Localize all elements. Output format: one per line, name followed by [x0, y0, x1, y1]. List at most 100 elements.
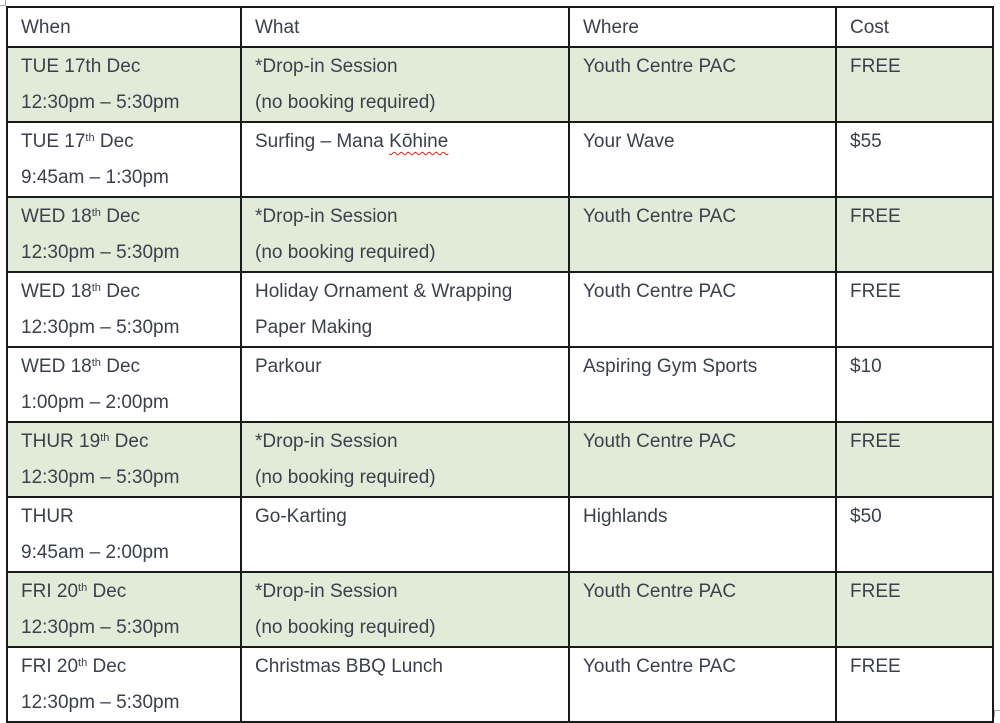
- cost-cell: FREE: [835, 271, 994, 348]
- cost-cell: $55: [835, 121, 994, 198]
- table-row: WED 18th Dec 12:30pm – 5:30pm *Drop-in Ses…: [6, 196, 994, 273]
- event-time: 12:30pm – 5:30pm: [21, 617, 180, 638]
- event-time: 12:30pm – 5:30pm: [21, 467, 180, 488]
- header-what: What: [240, 6, 570, 48]
- where-cell: Youth Centre PAC: [568, 646, 837, 723]
- activity-line: *Drop-in Session: [255, 431, 398, 452]
- where-cell: Highlands: [568, 496, 837, 573]
- what-cell: Holiday Ornament & Wrapping Paper Making: [240, 271, 570, 348]
- cost: FREE: [850, 206, 901, 227]
- date-month: Dec: [87, 656, 127, 677]
- event-time: 12:30pm – 5:30pm: [21, 92, 180, 113]
- venue: Youth Centre PAC: [583, 281, 737, 302]
- date-month: Dec: [100, 281, 141, 302]
- what-cell: *Drop-in Session (no booking required): [240, 421, 570, 498]
- what-cell: *Drop-in Session (no booking required): [240, 46, 570, 123]
- table-row: TUE 17th Dec 12:30pm – 5:30pm *Drop-in Ses…: [6, 46, 994, 123]
- date-day: THUR: [21, 506, 74, 527]
- activity-line: Christmas BBQ Lunch: [255, 656, 443, 677]
- date-suffix: th: [85, 132, 95, 144]
- event-time: 9:45am – 1:30pm: [21, 167, 169, 188]
- table-row: TUE 17th Dec 9:45am – 1:30pm Surfing – Man…: [6, 121, 994, 198]
- where-cell: Youth Centre PAC: [568, 46, 837, 123]
- activity-line: *Drop-in Session: [255, 581, 398, 602]
- cost: FREE: [850, 281, 901, 302]
- event-time: 12:30pm – 5:30pm: [21, 242, 180, 263]
- cost-cell: FREE: [835, 421, 994, 498]
- activity-line: Surfing – Mana Kōhine: [255, 124, 558, 160]
- where-cell: Youth Centre PAC: [568, 571, 837, 648]
- header-when: When: [6, 6, 242, 48]
- where-cell: Youth Centre PAC: [568, 421, 837, 498]
- table-row: FRI 20th Dec 12:30pm – 5:30pm Christmas BB…: [6, 646, 994, 723]
- date-month: Dec: [100, 356, 141, 377]
- date-suffix: th: [100, 432, 110, 444]
- activity-line: (no booking required): [255, 467, 436, 488]
- activity-line: *Drop-in Session: [255, 206, 398, 227]
- activity-line: (no booking required): [255, 92, 436, 113]
- where-cell: Your Wave: [568, 121, 837, 198]
- event-date: FRI 20th Dec: [21, 649, 230, 685]
- venue: Highlands: [583, 506, 668, 527]
- cost-cell: $10: [835, 346, 994, 423]
- when-cell: THUR 19th Dec 12:30pm – 5:30pm: [6, 421, 242, 498]
- event-date: WED 18th Dec: [21, 199, 230, 235]
- event-date: TUE 17th Dec: [21, 124, 230, 160]
- event-time: 1:00pm – 2:00pm: [21, 392, 169, 413]
- event-time: 12:30pm – 5:30pm: [21, 692, 180, 713]
- cost-cell: FREE: [835, 646, 994, 723]
- cost-cell: FREE: [835, 571, 994, 648]
- cost: FREE: [850, 431, 901, 452]
- what-cell: *Drop-in Session (no booking required): [240, 571, 570, 648]
- date-day: TUE 17: [21, 131, 86, 152]
- activity-line: Holiday Ornament & Wrapping: [255, 281, 513, 302]
- activity-line: [255, 535, 558, 571]
- date-day: THUR 19: [21, 431, 101, 452]
- date-suffix: th: [91, 207, 101, 219]
- when-cell: TUE 17th Dec 12:30pm – 5:30pm: [6, 46, 242, 123]
- header-cost: Cost: [835, 6, 994, 48]
- table-row: THUR 19th Dec 12:30pm – 5:30pm *Drop-in Se…: [6, 421, 994, 498]
- activity-line: Paper Making: [255, 317, 373, 338]
- date-month: Dec: [87, 581, 127, 602]
- cost-cell: $50: [835, 496, 994, 573]
- event-time: 12:30pm – 5:30pm: [21, 317, 180, 338]
- when-cell: FRI 20th Dec 12:30pm – 5:30pm: [6, 646, 242, 723]
- date-suffix: th: [91, 282, 101, 294]
- venue: Youth Centre PAC: [583, 656, 737, 677]
- misspelled-word[interactable]: Kōhine: [389, 131, 449, 152]
- page-corner-mark: [994, 710, 1000, 717]
- what-cell: Surfing – Mana Kōhine: [240, 121, 570, 198]
- what-cell: *Drop-in Session (no booking required): [240, 196, 570, 273]
- venue: Your Wave: [583, 131, 675, 152]
- activity-line: (no booking required): [255, 242, 436, 263]
- date-month: Dec: [100, 206, 141, 227]
- cost: FREE: [850, 56, 901, 77]
- when-cell: WED 18th Dec 12:30pm – 5:30pm: [6, 196, 242, 273]
- table-row: WED 18th Dec 1:00pm – 2:00pm Parkour Aspir…: [6, 346, 994, 423]
- date-day: WED 18: [21, 356, 92, 377]
- event-date: TUE 17th Dec: [21, 49, 230, 85]
- date-day: FRI 20: [21, 656, 79, 677]
- activity-line: Go-Karting: [255, 506, 347, 527]
- activity-line: [255, 385, 558, 421]
- cost: FREE: [850, 656, 901, 677]
- cost: $50: [850, 506, 882, 527]
- where-cell: Aspiring Gym Sports: [568, 346, 837, 423]
- cost: $55: [850, 131, 882, 152]
- activity-line: Parkour: [255, 356, 322, 377]
- cost-cell: FREE: [835, 196, 994, 273]
- where-cell: Youth Centre PAC: [568, 196, 837, 273]
- cost-cell: FREE: [835, 46, 994, 123]
- what-cell: Christmas BBQ Lunch: [240, 646, 570, 723]
- date-month: Dec: [101, 56, 141, 77]
- date-month: Dec: [94, 131, 134, 152]
- event-date: THUR: [21, 499, 230, 535]
- venue: Youth Centre PAC: [583, 206, 737, 227]
- date-day: WED 18: [21, 206, 92, 227]
- what-cell: Parkour: [240, 346, 570, 423]
- venue: Youth Centre PAC: [583, 581, 737, 602]
- date-day: TUE 17: [21, 56, 86, 77]
- when-cell: WED 18th Dec 12:30pm – 5:30pm: [6, 271, 242, 348]
- venue: Aspiring Gym Sports: [583, 356, 758, 377]
